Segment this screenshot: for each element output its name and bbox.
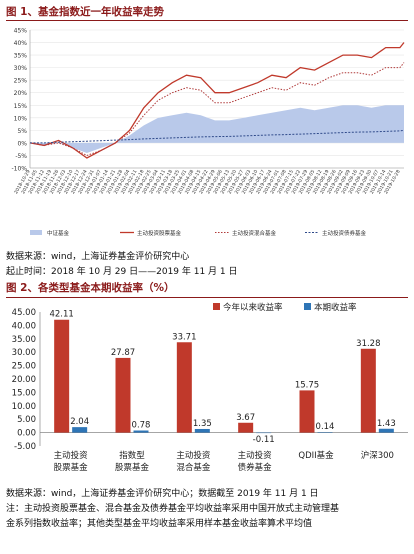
series-line-active-bond: [30, 129, 405, 144]
y-tick-label: 35.00: [12, 335, 36, 345]
y-tick-label: 40.00: [12, 321, 36, 331]
x-category-label: 股票基金: [54, 462, 89, 473]
bar-period-return: [378, 428, 394, 433]
y-tick-label: 45.00: [12, 308, 36, 318]
x-category-label: 主动投资: [54, 450, 89, 461]
y-tick-label: 15.00: [12, 388, 36, 398]
data-label: 0.14: [316, 422, 335, 432]
figure2-source: 数据来源：wind，上海证券基金评价研究中心；数据截至 2019 年 11 月 …: [6, 489, 319, 499]
y-tick-label: 0%: [17, 140, 27, 147]
y-tick-label: 5%: [17, 128, 27, 135]
data-label: 27.87: [111, 348, 135, 358]
x-category-label: 股票基金: [115, 462, 150, 473]
data-label: 1.43: [377, 419, 396, 429]
bar-period-return: [317, 432, 333, 433]
legend-active-equity-label: 主动投资股票基金: [137, 229, 182, 237]
legend-swatch-period: [304, 303, 311, 310]
data-label: 0.78: [132, 421, 151, 431]
y-tick-label: 0.00: [17, 429, 36, 439]
figure2-note-line2: 金系列指数收益率；其他类型基金平均收益率采用样本基金收益率算术平均值: [6, 519, 313, 529]
figure2-title-rule: [6, 297, 408, 298]
y-tick-label: -5%: [15, 153, 27, 160]
data-label: 15.75: [295, 380, 319, 390]
bar-period-return: [194, 428, 210, 433]
y-tick-label: 40%: [14, 40, 28, 47]
y-tick-label: 25%: [14, 78, 28, 85]
y-tick-label: 30.00: [12, 348, 36, 358]
line-chart-fund-index: -10%-5%0%5%10%15%20%25%30%35%40%45%2018-…: [11, 28, 405, 237]
legend-active-bond-label: 主动投资债券基金: [322, 229, 367, 237]
legend-csi-fund-swatch: [30, 230, 42, 235]
y-tick-label: 10%: [14, 115, 28, 122]
bar-period-return: [256, 432, 272, 434]
bar-ytd-return: [176, 342, 192, 433]
y-tick-label: 45%: [14, 28, 28, 35]
figure1-title-rule: [6, 20, 408, 21]
figure1-period: 起止时间：2018 年 10 月 29 日——2019 年 11 月 1 日: [6, 267, 238, 277]
legend-label-ytd: 今年以来收益率: [223, 302, 283, 313]
bar-ytd-return: [54, 319, 70, 433]
y-tick-label: 20.00: [12, 375, 36, 385]
x-category-label: 债券基金: [238, 462, 273, 473]
legend-swatch-ytd: [213, 303, 220, 310]
figure2-title: 图 2、各类型基金本期收益率（%）: [6, 282, 175, 294]
y-tick-label: 15%: [14, 103, 28, 110]
series-area-csi-fund: [30, 105, 404, 153]
x-category-label: QDII基金: [298, 450, 334, 461]
x-category-label: 混合基金: [176, 462, 211, 473]
bar-period-return: [72, 427, 88, 433]
data-label: 3.67: [236, 413, 255, 423]
y-tick-label: -5.00: [14, 442, 36, 452]
legend-label-period: 本期收益率: [314, 302, 357, 313]
data-label: 31.28: [356, 339, 380, 349]
y-tick-label: 10.00: [12, 402, 36, 412]
data-label: 2.04: [70, 417, 89, 427]
bar-ytd-return: [360, 348, 376, 433]
y-tick-label: 30%: [14, 65, 28, 72]
y-tick-label: 25.00: [12, 362, 36, 372]
figure1-title: 图 1、基金指数近一年收益率走势: [6, 6, 164, 18]
y-tick-label: 20%: [14, 90, 28, 97]
data-label: 42.11: [49, 310, 73, 320]
x-category-label: 指数型: [119, 450, 145, 461]
data-label: 1.35: [193, 419, 212, 429]
bar-period-return: [133, 430, 149, 433]
data-label: -0.11: [253, 435, 275, 445]
bar-chart-fund-returns: -5.00 0.00 5.00 10.00 15.00 20.00 25.00 30.00 35…: [12, 302, 408, 473]
x-category-label: 主动投资: [176, 450, 211, 461]
data-label: 33.71: [172, 332, 196, 342]
y-tick-label: 35%: [14, 53, 28, 60]
y-tick-label: 5.00: [17, 415, 36, 425]
series-line-active-equity: [29, 42, 405, 159]
figure2-note-line1: 注：主动投资股票基金、混合基金及债券基金平均收益率采用中国开放式主动管理基: [6, 504, 340, 514]
bar-ytd-return: [238, 422, 254, 433]
x-category-label: 主动投资: [238, 450, 273, 461]
bar-ytd-return: [115, 357, 131, 433]
figure1-source: 数据来源：wind，上海证券基金评价研究中心: [6, 252, 190, 262]
y-tick-label: -10%: [11, 166, 27, 173]
legend-active-hybrid-label: 主动投资混合基金: [232, 229, 277, 237]
x-category-label: 沪深300: [361, 450, 394, 461]
legend-csi-fund-label: 中证基金: [47, 229, 70, 237]
bar-ytd-return: [299, 390, 315, 433]
